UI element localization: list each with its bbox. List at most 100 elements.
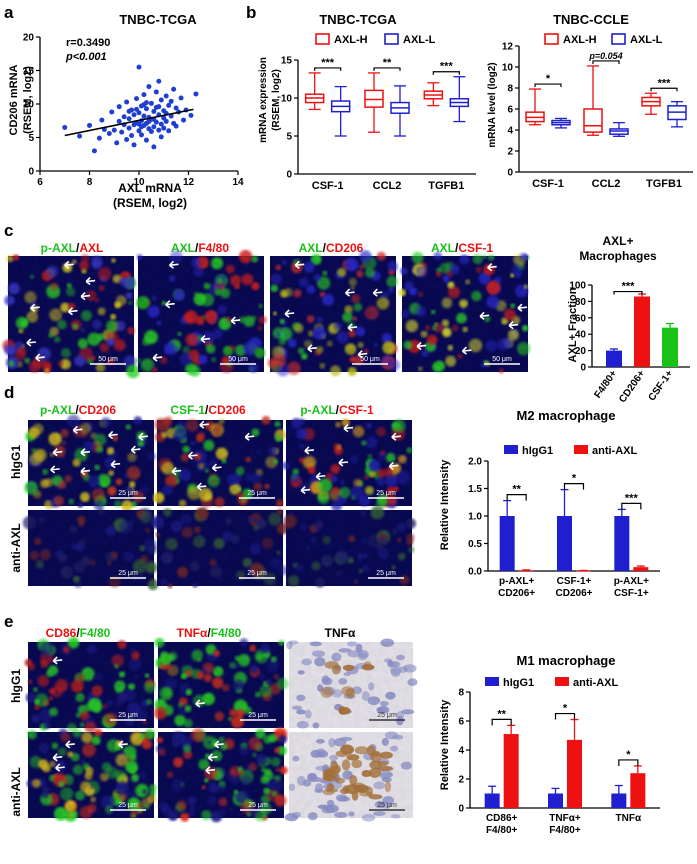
scatter-point	[151, 124, 157, 130]
arrow-marker	[338, 458, 349, 467]
arrow-marker	[35, 353, 45, 362]
a-y-tick-label: 5	[28, 133, 34, 144]
b-tcga-box	[364, 89, 384, 108]
panel-e-legend: hIgG1 anti-AXL	[485, 677, 619, 689]
arrow-marker	[64, 260, 74, 269]
panel-b-tcga-legend: AXL-H AXL-L	[315, 33, 436, 46]
panel-b-ccle-ylabel: mRNA level (log2)	[487, 62, 498, 147]
panel-a-ylabel-1: CD206 mRNA	[8, 64, 20, 135]
a-x-tick-label: 10	[133, 177, 145, 188]
panel-c-image-titles: p-AXL/AXL AXL/F4/80 AXL/CD206 AXL/CSF-1	[41, 241, 494, 255]
scatter-point	[136, 64, 142, 70]
panel-e-micrograph-anti-axl-2: 25 μm	[155, 727, 288, 823]
d-y-tick-label: 1.0	[468, 512, 482, 523]
legend-label-anti-axl: anti-AXL	[592, 445, 638, 457]
panel-c-micrograph-2: 50 μm	[136, 249, 267, 377]
legend-swatch-axl-h	[315, 33, 330, 45]
legend-label-anti-axl: anti-AXL	[573, 677, 619, 689]
scatter-point	[156, 104, 162, 110]
arrow-marker	[108, 430, 118, 440]
arrow-marker	[52, 753, 63, 762]
e-y-tick-label: 8	[458, 688, 464, 699]
arrow-marker	[347, 323, 358, 332]
scatter-point	[116, 118, 122, 124]
scatter-point	[62, 124, 68, 130]
arrow-marker	[205, 766, 215, 775]
a-y-tick-label: 15	[23, 66, 35, 77]
b-tcga-significance-bracket	[432, 71, 460, 75]
arrow-marker	[230, 316, 241, 325]
legend-swatch-axl-l	[611, 33, 626, 45]
panel-a-r-text: r=0.3490	[66, 37, 110, 49]
scatter-point	[106, 130, 112, 136]
scatter-point	[193, 91, 199, 97]
legend-label-axl-l: AXL-L	[403, 34, 436, 46]
panel-e-micrograph-higg1-2: 25 μm	[153, 637, 289, 729]
arrow-marker	[304, 446, 314, 455]
c-y-tick-label: 60	[575, 313, 587, 324]
c-bar	[662, 327, 678, 367]
e-bar	[484, 793, 500, 808]
scale-bar-label: 25 μm	[248, 802, 268, 809]
arrow-marker	[152, 353, 163, 362]
scatter-point	[126, 108, 132, 114]
e-category-label: TNFα+	[549, 813, 581, 824]
scale-bar-label: 50 μm	[360, 356, 380, 363]
panel-a: TNBC-TCGA r=0.3490 p<0.001 CD206 mRNA (R…	[8, 12, 244, 210]
d-significance-bracket	[506, 494, 527, 501]
arrow-marker	[343, 424, 354, 433]
scatter-point	[143, 106, 149, 112]
scatter-point	[161, 125, 167, 131]
d-y-tick-label: 2.0	[468, 457, 482, 468]
scatter-point	[119, 129, 125, 135]
b-ccle-y-tick-label: 6	[507, 105, 513, 116]
arrow-marker	[187, 451, 198, 460]
e-category-label: F4/80+	[486, 825, 518, 836]
panel-c-img-title-1: p-AXL/AXL	[41, 241, 104, 255]
d-category-label: p-AXL+	[614, 576, 649, 587]
legend-swatch-anti-axl	[555, 677, 569, 686]
panel-d: p-AXL/CD206 CSF-1/CD206 p-AXL/CSF-1 hIgG…	[9, 403, 660, 599]
scale-bar-label: 25 μm	[118, 712, 138, 719]
scatter-point	[99, 117, 105, 123]
scale-bar-label: 25 μm	[248, 712, 268, 719]
micrograph-texture	[157, 420, 283, 506]
scatter-point	[146, 84, 152, 90]
scatter-point	[148, 100, 154, 106]
arrow-marker	[52, 656, 63, 665]
scatter-point	[141, 92, 147, 98]
panel-d-img-title-3: p-AXL/CSF-1	[300, 403, 374, 417]
c-y-tick-label: 40	[575, 330, 587, 341]
arrow-marker	[138, 432, 148, 441]
b-tcga-y-tick-label: 15	[281, 56, 293, 67]
b-tcga-significance-label: **	[383, 57, 392, 69]
b-ccle-y-tick-label: 2	[507, 147, 513, 158]
arrow-marker	[294, 260, 305, 269]
panel-letter-e: e	[4, 612, 13, 631]
arrow-marker	[416, 341, 427, 351]
scatter-point	[151, 108, 157, 114]
legend-swatch-axl-l	[384, 33, 399, 45]
panel-d-img-title-2: CSF-1/CD206	[170, 403, 246, 417]
legend-label-higg1: hIgG1	[522, 445, 553, 457]
b-ccle-significance-bracket	[650, 87, 678, 92]
arrow-marker	[80, 467, 91, 476]
arrow-marker	[55, 763, 65, 772]
arrow-marker	[67, 307, 78, 316]
micrograph-texture	[289, 732, 413, 818]
scale-bar-label: 50 μm	[492, 356, 512, 363]
micrograph-texture	[158, 642, 284, 728]
micrograph-texture	[28, 642, 154, 728]
d-significance-label: *	[572, 473, 577, 485]
panel-e-row-label-higg1: hIgG1	[9, 669, 23, 703]
a-y-tick-label: 10	[23, 100, 35, 111]
scale-bar-label: 25 μm	[247, 490, 267, 497]
e-y-tick-label: 2	[458, 775, 464, 786]
b-tcga-significance-bracket	[373, 67, 401, 71]
arrow-marker	[357, 350, 368, 359]
b-tcga-y-tick-label: 5	[286, 132, 292, 143]
panel-e-row-label-anti-axl: anti-AXL	[9, 767, 23, 816]
arrow-marker	[80, 448, 91, 457]
a-x-tick-label: 12	[183, 177, 195, 188]
scale-bar-label: 25 μm	[376, 490, 396, 497]
